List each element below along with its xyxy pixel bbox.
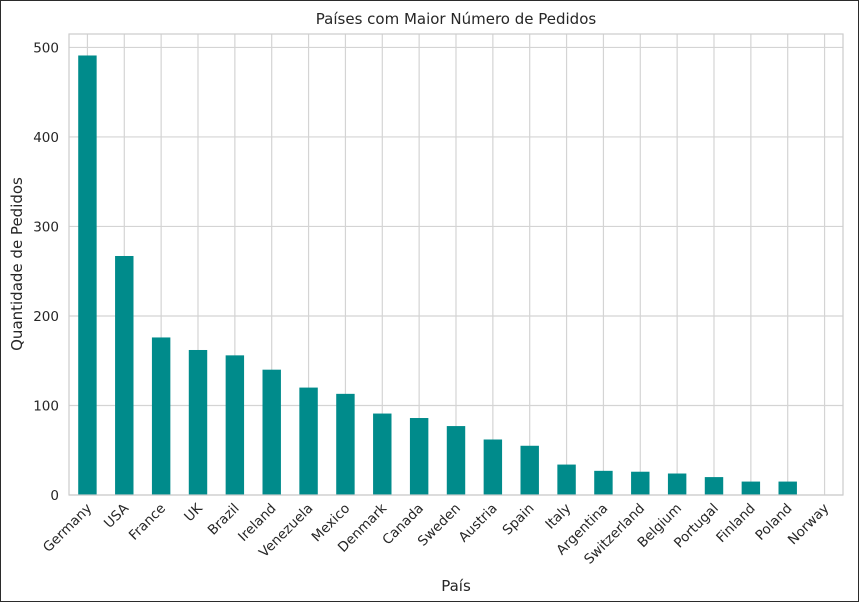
y-tick-label: 500 — [33, 40, 59, 56]
chart-title: Países com Maior Número de Pedidos — [316, 10, 597, 28]
bar-belgium — [667, 473, 687, 495]
y-tick-label: 0 — [50, 488, 59, 504]
bar-austria — [483, 439, 503, 495]
y-axis-label: Quantidade de Pedidos — [8, 177, 26, 351]
x-tick-label: France — [126, 501, 169, 544]
bar-finland — [741, 481, 761, 495]
x-tick-label: Austria — [456, 501, 501, 546]
y-tick-labels: 0 100 200 300 400 500 — [33, 40, 59, 504]
bar-uk — [188, 349, 208, 495]
grid-lines — [69, 34, 843, 496]
bar-sweden — [446, 426, 466, 495]
bar-switzerland — [631, 471, 650, 495]
bar-germany — [78, 55, 97, 496]
x-tick-label: Italy — [542, 501, 574, 533]
bar-denmark — [373, 413, 392, 495]
bar-usa — [115, 255, 134, 495]
bars — [78, 55, 797, 496]
y-tick-label: 400 — [33, 130, 59, 146]
bar-portugal — [704, 477, 724, 495]
y-tick-label: 100 — [33, 398, 59, 414]
y-tick-label: 300 — [33, 219, 59, 235]
bar-ireland — [262, 369, 281, 495]
x-axis-label: País — [441, 577, 471, 595]
bar-brazil — [225, 355, 245, 495]
x-tick-label: Spain — [500, 501, 538, 539]
bar-argentina — [594, 470, 613, 495]
bar-spain — [520, 445, 539, 495]
x-tick-label: UK — [181, 500, 206, 525]
bar-venezuela — [299, 387, 318, 495]
bar-mexico — [336, 393, 355, 495]
bar-france — [151, 337, 171, 495]
x-tick-label: Finland — [713, 501, 758, 546]
x-tick-label: USA — [101, 500, 133, 532]
bar-canada — [409, 418, 429, 495]
bar-poland — [778, 481, 797, 495]
y-tick-label: 200 — [33, 309, 59, 325]
bar-italy — [557, 464, 576, 495]
x-tick-label: Norway — [785, 501, 833, 549]
plot-border — [68, 33, 844, 496]
x-tick-label: Germany — [40, 501, 95, 556]
